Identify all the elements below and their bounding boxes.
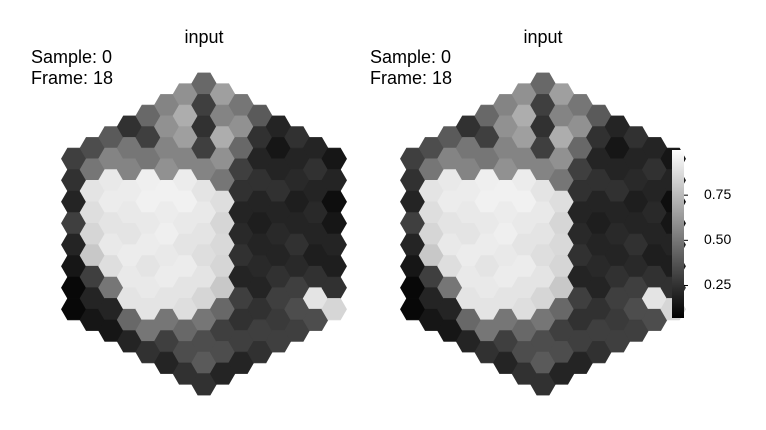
panel-title: input bbox=[184, 27, 223, 47]
colorbar-tick-label: 0.25 bbox=[704, 276, 731, 292]
colorbar-tick-label: 0.75 bbox=[704, 186, 731, 202]
hex-cell bbox=[321, 298, 347, 321]
annotation: Sample: 0 bbox=[370, 47, 451, 67]
annotation: Frame: 18 bbox=[370, 68, 452, 88]
panel-title: input bbox=[523, 27, 562, 47]
annotation: Frame: 18 bbox=[31, 68, 113, 88]
colorbar-tick-label: 0.50 bbox=[704, 231, 731, 247]
colorbar bbox=[672, 150, 684, 318]
annotation: Sample: 0 bbox=[31, 47, 112, 67]
